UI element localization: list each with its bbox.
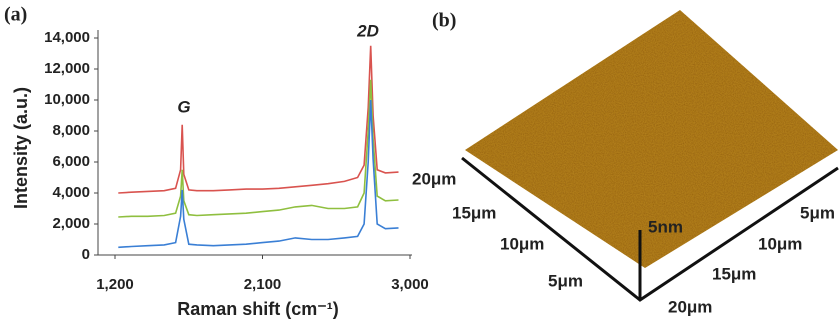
z-label: 5nm <box>648 217 683 236</box>
axis-label: 20μm <box>668 297 712 316</box>
panel-label: (a) <box>4 4 27 26</box>
x-tick-label: 1,200 <box>96 276 134 293</box>
spectrum-line <box>118 80 398 217</box>
y-tick-label: 2,000 <box>52 215 90 232</box>
panel-label: (b) <box>432 10 456 32</box>
axis-label: 5μm <box>800 203 835 222</box>
axis-label: 10μm <box>500 234 544 253</box>
x-axis-label: Raman shift (cm⁻¹) <box>177 299 339 319</box>
y-tick-label: 10,000 <box>44 91 90 108</box>
y-tick-label: 14,000 <box>44 29 90 46</box>
axis-label: 15μm <box>712 264 756 283</box>
axis-label: 10μm <box>758 234 802 253</box>
y-tick-label: 0 <box>82 246 90 263</box>
spectrum-line <box>118 46 398 193</box>
y-tick-label: 6,000 <box>52 153 90 170</box>
figure: (a) Intensity (a.u.) Raman shift (cm⁻¹) … <box>0 0 840 326</box>
page: {"chart_data": {"type": "line", "panel_l… <box>0 0 840 326</box>
peak-annotation: G <box>177 97 190 116</box>
axis-label: 15μm <box>452 203 496 222</box>
axis-label: 5μm <box>548 271 583 290</box>
y-tick-label: 12,000 <box>44 60 90 77</box>
y-tick-label: 4,000 <box>52 184 90 201</box>
x-tick-label: 3,000 <box>391 276 429 293</box>
peak-annotation: 2D <box>356 21 379 40</box>
y-tick-label: 8,000 <box>52 122 90 139</box>
spectrum-line <box>118 100 398 247</box>
y-axis-label: Intensity (a.u.) <box>11 87 31 209</box>
x-tick-label: 2,100 <box>244 276 282 293</box>
axis-label: 20μm <box>412 169 456 188</box>
